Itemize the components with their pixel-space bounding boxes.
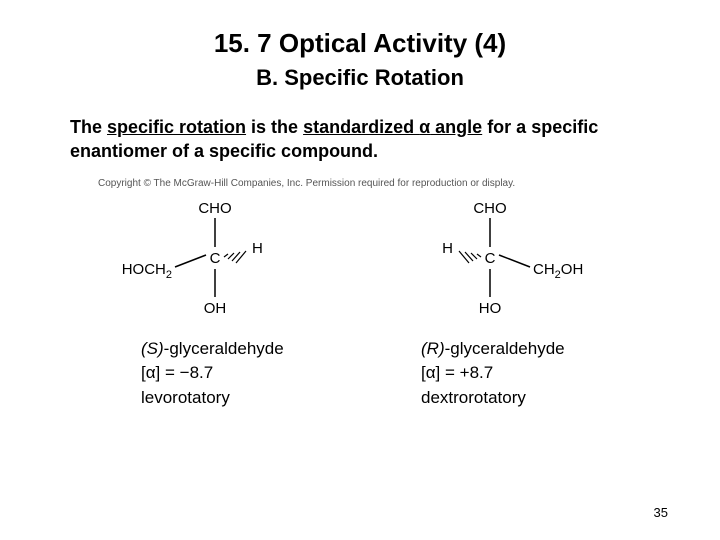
rotation-right: dextrorotatory [421,386,625,411]
name-rest-right: -glyceraldehyde [445,339,565,358]
page-title: 15. 7 Optical Activity (4) [40,28,680,59]
structure-left-svg: CHO C OH HOCH2 H [95,197,335,327]
def-term2: standardized α angle [303,117,482,137]
ch2oh-label: CH2OH [533,261,583,281]
c-label: C [210,250,221,267]
structure-right-svg: CHO C HO H CH2OH [385,197,625,327]
cho-label: CHO [198,200,231,217]
definition-text: The specific rotation is the standardize… [70,115,650,164]
name-rest-left: -glyceraldehyde [164,339,284,358]
def-lead: The [70,117,107,137]
def-term2a: standardized [303,117,419,137]
cho-label-r: CHO [473,200,506,217]
def-mid1: is the [246,117,303,137]
page-number: 35 [654,505,668,520]
name-left: (S)-glyceraldehyde [141,337,335,362]
h-label-r: H [442,240,453,257]
s-prefix: (S) [141,339,164,358]
def-term1: specific rotation [107,117,246,137]
value-right: [α] = +8.7 [421,361,625,386]
value-left: [α] = −8.7 [141,361,335,386]
c-label-r: C [485,250,496,267]
h-label: H [252,240,263,257]
ho-label: HO [479,300,502,317]
structure-right: CHO C HO H CH2OH [385,197,625,411]
structures-row: CHO C OH HOCH2 H [40,197,680,411]
oh-label: OH [204,300,227,317]
copyright-line: Copyright © The McGraw-Hill Companies, I… [98,178,680,189]
alpha-symbol: α [419,117,430,137]
name-right: (R)-glyceraldehyde [421,337,625,362]
r-prefix: (R) [421,339,445,358]
structure-left: CHO C OH HOCH2 H [95,197,335,411]
page-subtitle: B. Specific Rotation [40,65,680,91]
rotation-left: levorotatory [141,386,335,411]
hoch2-label: HOCH2 [122,261,172,281]
def-term2b: angle [430,117,482,137]
caption-right: (R)-glyceraldehyde [α] = +8.7 dextrorota… [385,337,625,411]
caption-left: (S)-glyceraldehyde [α] = −8.7 levorotato… [95,337,335,411]
